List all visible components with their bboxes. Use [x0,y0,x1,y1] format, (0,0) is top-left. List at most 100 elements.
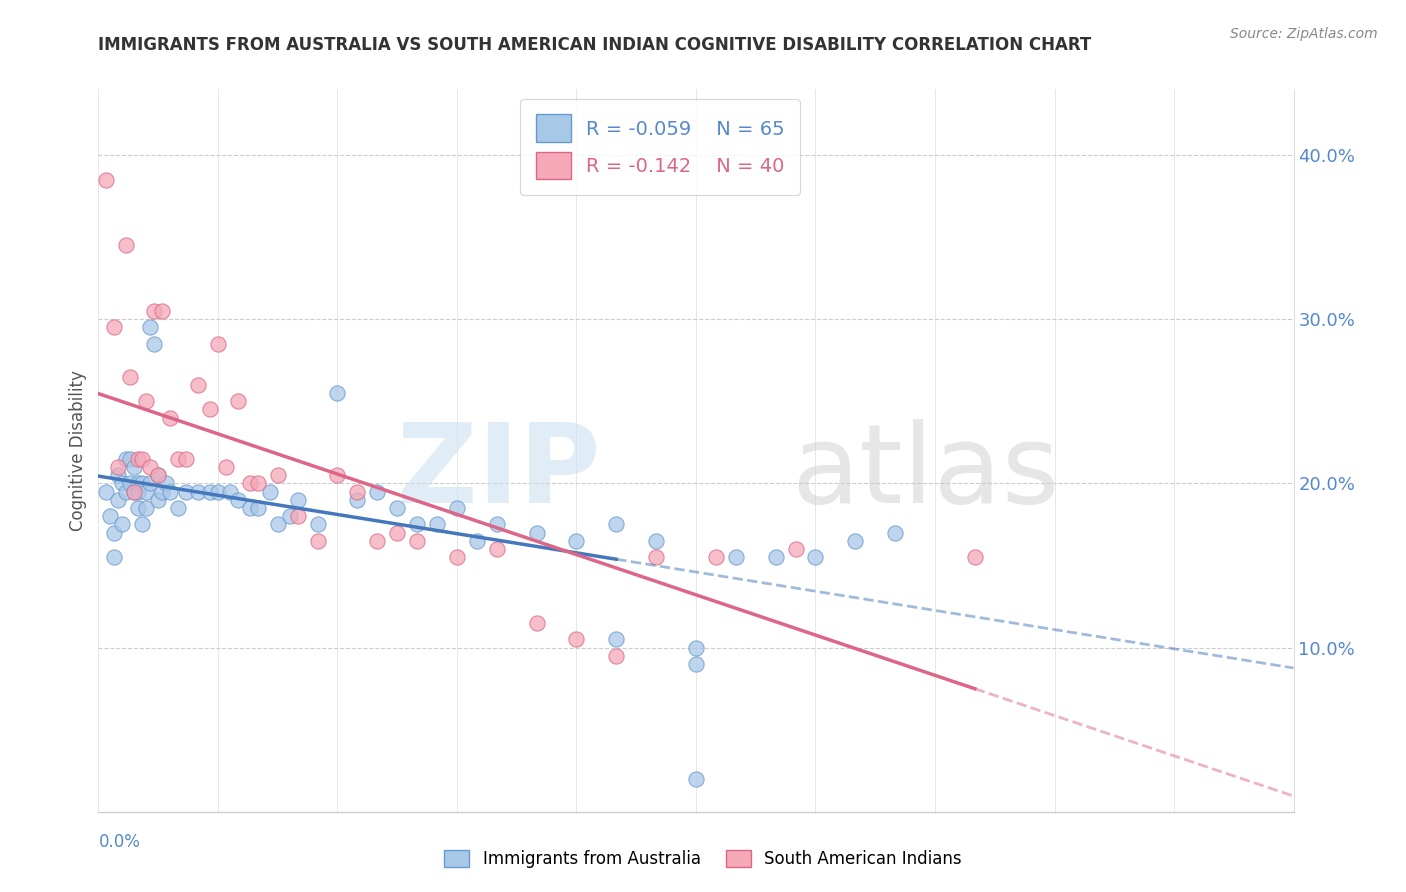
Point [111,517,134,532]
Point [565,632,588,647]
Point [685,772,707,786]
Point [704,550,727,565]
Point [685,640,707,655]
Point [884,525,907,540]
Point [226,394,249,409]
Point [150,484,173,499]
Point [346,492,368,507]
Point [155,476,177,491]
Text: IMMIGRANTS FROM AUSTRALIA VS SOUTH AMERICAN INDIAN COGNITIVE DISABILITY CORRELAT: IMMIGRANTS FROM AUSTRALIA VS SOUTH AMERI… [98,36,1091,54]
Point [844,533,866,548]
Point [127,451,149,466]
Point [804,550,827,565]
Point [645,550,668,565]
Point [215,459,238,474]
Point [120,369,142,384]
Point [307,533,329,548]
Point [127,476,149,491]
Point [219,484,242,499]
Point [159,484,181,499]
Point [98,509,122,524]
Point [605,632,627,647]
Point [107,468,129,483]
Point [267,468,290,483]
Point [148,492,170,507]
Point [605,517,627,532]
Point [605,648,627,663]
Point [765,550,787,565]
Point [366,533,388,548]
Point [167,500,190,515]
Point [426,517,449,532]
Point [148,468,170,483]
Point [111,476,134,491]
Y-axis label: Cognitive Disability: Cognitive Disability [69,370,87,531]
Point [131,517,153,532]
Point [565,533,588,548]
Point [326,468,349,483]
Point [385,500,409,515]
Point [446,500,468,515]
Point [685,657,707,671]
Point [103,320,125,334]
Point [174,451,197,466]
Text: ZIP: ZIP [396,418,600,525]
Point [267,517,290,532]
Point [406,517,429,532]
Point [124,484,146,499]
Point [465,533,488,548]
Point [131,451,153,466]
Point [167,451,190,466]
Point [307,517,329,532]
Point [724,550,747,565]
Point [239,500,262,515]
Point [446,550,468,565]
Point [246,476,269,491]
Point [107,459,129,474]
Point [107,492,129,507]
Point [187,377,209,392]
Point [127,484,149,499]
Text: atlas: atlas [792,418,1060,525]
Point [124,484,146,499]
Point [346,484,368,499]
Point [198,402,221,417]
Point [287,509,309,524]
Point [103,550,125,565]
Point [287,492,309,507]
Point [226,492,249,507]
Legend: R = -0.059    N = 65, R = -0.142    N = 40: R = -0.059 N = 65, R = -0.142 N = 40 [520,99,800,194]
Point [143,336,166,351]
Point [120,451,142,466]
Point [96,172,118,186]
Text: 0.0%: 0.0% [98,833,141,851]
Point [135,484,157,499]
Point [135,500,157,515]
Point [239,476,262,491]
Point [326,386,349,401]
Point [207,336,229,351]
Point [198,484,221,499]
Point [259,484,281,499]
Point [246,500,269,515]
Point [187,484,209,499]
Point [115,451,138,466]
Point [406,533,429,548]
Point [366,484,388,499]
Point [120,476,142,491]
Point [278,509,301,524]
Point [139,320,162,334]
Point [115,484,138,499]
Point [148,468,170,483]
Point [785,541,807,556]
Point [150,304,173,318]
Point [139,459,162,474]
Point [139,476,162,491]
Point [645,533,668,548]
Text: Source: ZipAtlas.com: Source: ZipAtlas.com [1230,27,1378,41]
Point [174,484,197,499]
Legend: Immigrants from Australia, South American Indians: Immigrants from Australia, South America… [437,843,969,875]
Point [526,615,548,630]
Point [159,410,181,425]
Point [124,459,146,474]
